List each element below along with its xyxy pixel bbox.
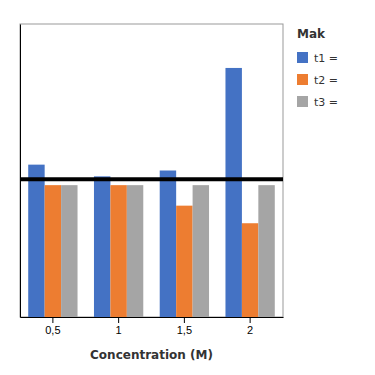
x-tick-label: 0,5 <box>45 324 60 336</box>
reference-line <box>20 177 283 181</box>
x-axis: 0,5 1 1,5 2 <box>21 317 284 336</box>
bar <box>110 185 126 317</box>
legend-title: Mak <box>297 27 326 41</box>
x-tick: 2 <box>247 317 253 336</box>
x-tick: 1,5 <box>177 317 192 336</box>
legend-swatch <box>297 52 308 63</box>
x-tick: 0,5 <box>45 317 60 336</box>
x-axis-line <box>21 317 284 318</box>
x-tick: 1 <box>116 317 122 336</box>
series <box>45 185 259 317</box>
legend-swatch <box>297 96 308 107</box>
bar <box>258 185 274 317</box>
plot-frame <box>20 24 283 317</box>
bar <box>61 185 77 317</box>
legend-label: t3 = <box>314 96 338 109</box>
bar <box>225 68 241 317</box>
x-tick-label: 1,5 <box>177 324 192 336</box>
legend-item: t2 = <box>297 74 338 87</box>
legend-item: t3 = <box>297 96 338 109</box>
marks <box>20 68 283 317</box>
x-tick-label: 2 <box>247 324 253 336</box>
x-tick-label: 1 <box>116 324 122 336</box>
legend-label: t2 = <box>314 74 338 87</box>
x-tick-mark <box>250 317 251 323</box>
x-axis-title: Concentration (M) <box>90 348 213 362</box>
bar <box>242 223 258 317</box>
series <box>28 68 242 317</box>
legend-label: t1 = <box>314 52 338 65</box>
bar <box>127 185 143 317</box>
bar <box>45 185 61 317</box>
bar <box>28 165 44 317</box>
legend: Mak t1 = t2 = t3 = <box>297 27 338 109</box>
x-tick-mark <box>118 317 119 323</box>
x-tick-mark <box>52 317 53 323</box>
legend-swatch <box>297 74 308 85</box>
bar <box>176 206 192 317</box>
y-axis-line <box>20 25 21 318</box>
chart: 0,5 1 1,5 2 Concentration (M) Mak t1 = t2 = t3 = <box>0 0 375 375</box>
plot: 0,5 1 1,5 2 Concentration (M) <box>20 24 284 362</box>
x-tick-mark <box>184 317 185 323</box>
bar <box>160 171 176 318</box>
y-axis <box>20 25 21 318</box>
bar <box>193 185 209 317</box>
legend-item: t1 = <box>297 52 338 65</box>
series <box>61 185 275 317</box>
bar <box>94 176 110 317</box>
